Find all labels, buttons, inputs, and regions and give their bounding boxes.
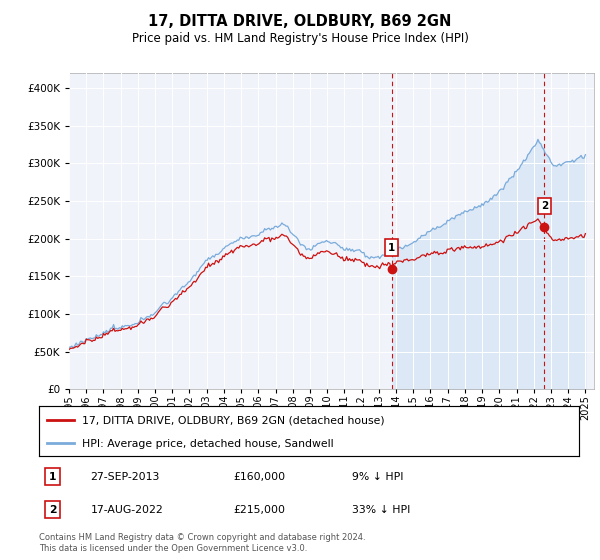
Text: £215,000: £215,000: [233, 505, 286, 515]
Text: Contains HM Land Registry data © Crown copyright and database right 2024.
This d: Contains HM Land Registry data © Crown c…: [39, 533, 365, 553]
Text: 17, DITTA DRIVE, OLDBURY, B69 2GN (detached house): 17, DITTA DRIVE, OLDBURY, B69 2GN (detac…: [82, 416, 385, 426]
Text: HPI: Average price, detached house, Sandwell: HPI: Average price, detached house, Sand…: [82, 439, 334, 449]
Text: 2: 2: [541, 201, 548, 211]
Text: 2: 2: [49, 505, 56, 515]
Text: 33% ↓ HPI: 33% ↓ HPI: [352, 505, 410, 515]
Text: 1: 1: [388, 242, 395, 253]
Text: 1: 1: [49, 472, 56, 482]
Text: 9% ↓ HPI: 9% ↓ HPI: [352, 472, 404, 482]
Text: £160,000: £160,000: [233, 472, 286, 482]
Text: Price paid vs. HM Land Registry's House Price Index (HPI): Price paid vs. HM Land Registry's House …: [131, 32, 469, 45]
Text: 17, DITTA DRIVE, OLDBURY, B69 2GN: 17, DITTA DRIVE, OLDBURY, B69 2GN: [148, 14, 452, 29]
Text: 17-AUG-2022: 17-AUG-2022: [90, 505, 163, 515]
Text: 27-SEP-2013: 27-SEP-2013: [90, 472, 160, 482]
